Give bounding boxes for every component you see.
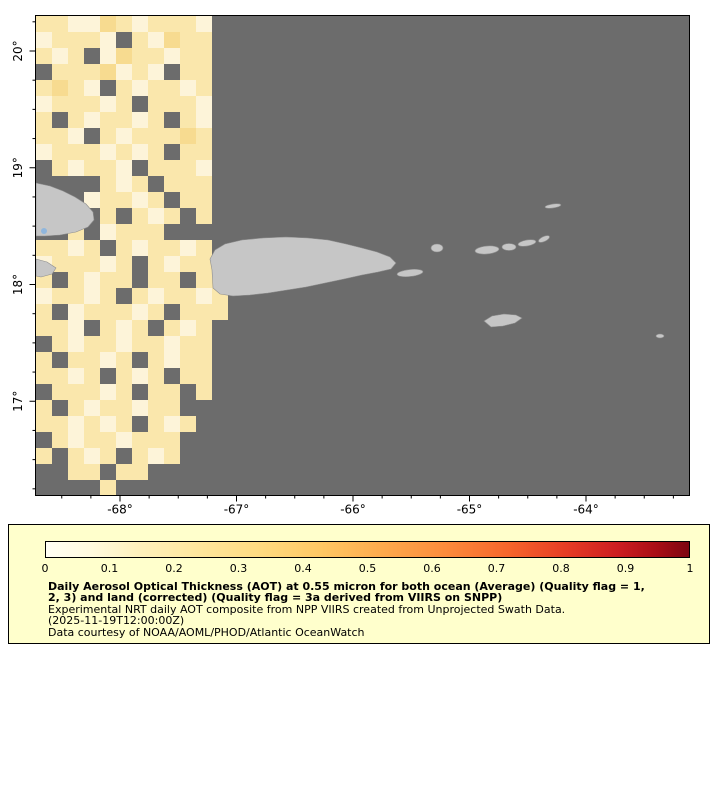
colorbar-tick-1: 1 bbox=[686, 562, 694, 575]
legend-caption: Daily Aerosol Optical Thickness (AOT) at… bbox=[48, 581, 645, 638]
small-island-east-island bbox=[655, 333, 665, 339]
aot-map: 20° 19° 18° 17° -68° -67° -66° -65° -64° bbox=[11, 15, 690, 517]
legend-panel: 0 0.1 0.2 0.3 0.4 0.5 0.6 0.7 0.8 0.9 1 Daily Aero… bbox=[8, 524, 710, 644]
colorbar-tick-0.9: 0.9 bbox=[616, 562, 635, 575]
svg-text:18°: 18° bbox=[11, 274, 25, 295]
anegada-island bbox=[544, 203, 562, 209]
virgin-gorda-island bbox=[538, 235, 550, 243]
vieques-island bbox=[396, 268, 424, 278]
axis-labels: 20° 19° 18° 17° -68° -67° -66° -65° -64° bbox=[11, 40, 599, 516]
colorbar-tick-0.2: 0.2 bbox=[165, 562, 183, 575]
svg-text:-67°: -67° bbox=[224, 503, 250, 517]
colorbar-tick-0.7: 0.7 bbox=[487, 562, 506, 575]
colorbar-tick-labels: 0 0.1 0.2 0.3 0.4 0.5 0.6 0.7 0.8 0.9 1 bbox=[41, 562, 694, 576]
culebra-island bbox=[430, 243, 444, 253]
colorbar bbox=[45, 541, 690, 558]
puerto-rico-island bbox=[209, 236, 397, 297]
st-thomas-island bbox=[474, 245, 500, 255]
colorbar-tick-0.6: 0.6 bbox=[423, 562, 441, 575]
svg-text:17°: 17° bbox=[11, 391, 25, 412]
legend-credit: Data courtesy of NOAA/AOML/PHOD/Atlantic… bbox=[48, 625, 365, 639]
landmasses bbox=[35, 182, 665, 339]
axis-ticks bbox=[29, 21, 674, 502]
svg-text:-65°: -65° bbox=[457, 503, 483, 517]
colorbar-tick-0.3: 0.3 bbox=[229, 562, 248, 575]
svg-text:-66°: -66° bbox=[340, 503, 366, 517]
colorbar-tick-0: 0 bbox=[41, 562, 49, 575]
legend-title-line2: 2, 3) and land (corrected) (Quality flag… bbox=[48, 591, 503, 605]
svg-text:-64°: -64° bbox=[573, 503, 599, 517]
svg-text:19°: 19° bbox=[11, 157, 25, 178]
tortola-island bbox=[517, 239, 537, 247]
st-john-island bbox=[501, 243, 517, 251]
legend-title-line1: Daily Aerosol Optical Thickness (AOT) at… bbox=[48, 580, 645, 593]
colorbar-tick-0.1: 0.1 bbox=[100, 562, 119, 575]
svg-text:20°: 20° bbox=[11, 40, 25, 61]
colorbar-tick-0.8: 0.8 bbox=[552, 562, 570, 575]
lake-dot bbox=[41, 228, 47, 234]
colorbar-tick-0.4: 0.4 bbox=[294, 562, 312, 575]
legend-timestamp: (2025-11-19T12:00:00Z) bbox=[48, 614, 185, 628]
st-croix-island bbox=[483, 313, 523, 328]
colorbar-tick-0.5: 0.5 bbox=[358, 562, 377, 575]
legend-description: Experimental NRT daily AOT composite fro… bbox=[48, 602, 566, 616]
hispaniola-east-island bbox=[35, 182, 95, 237]
svg-text:-68°: -68° bbox=[107, 503, 133, 517]
